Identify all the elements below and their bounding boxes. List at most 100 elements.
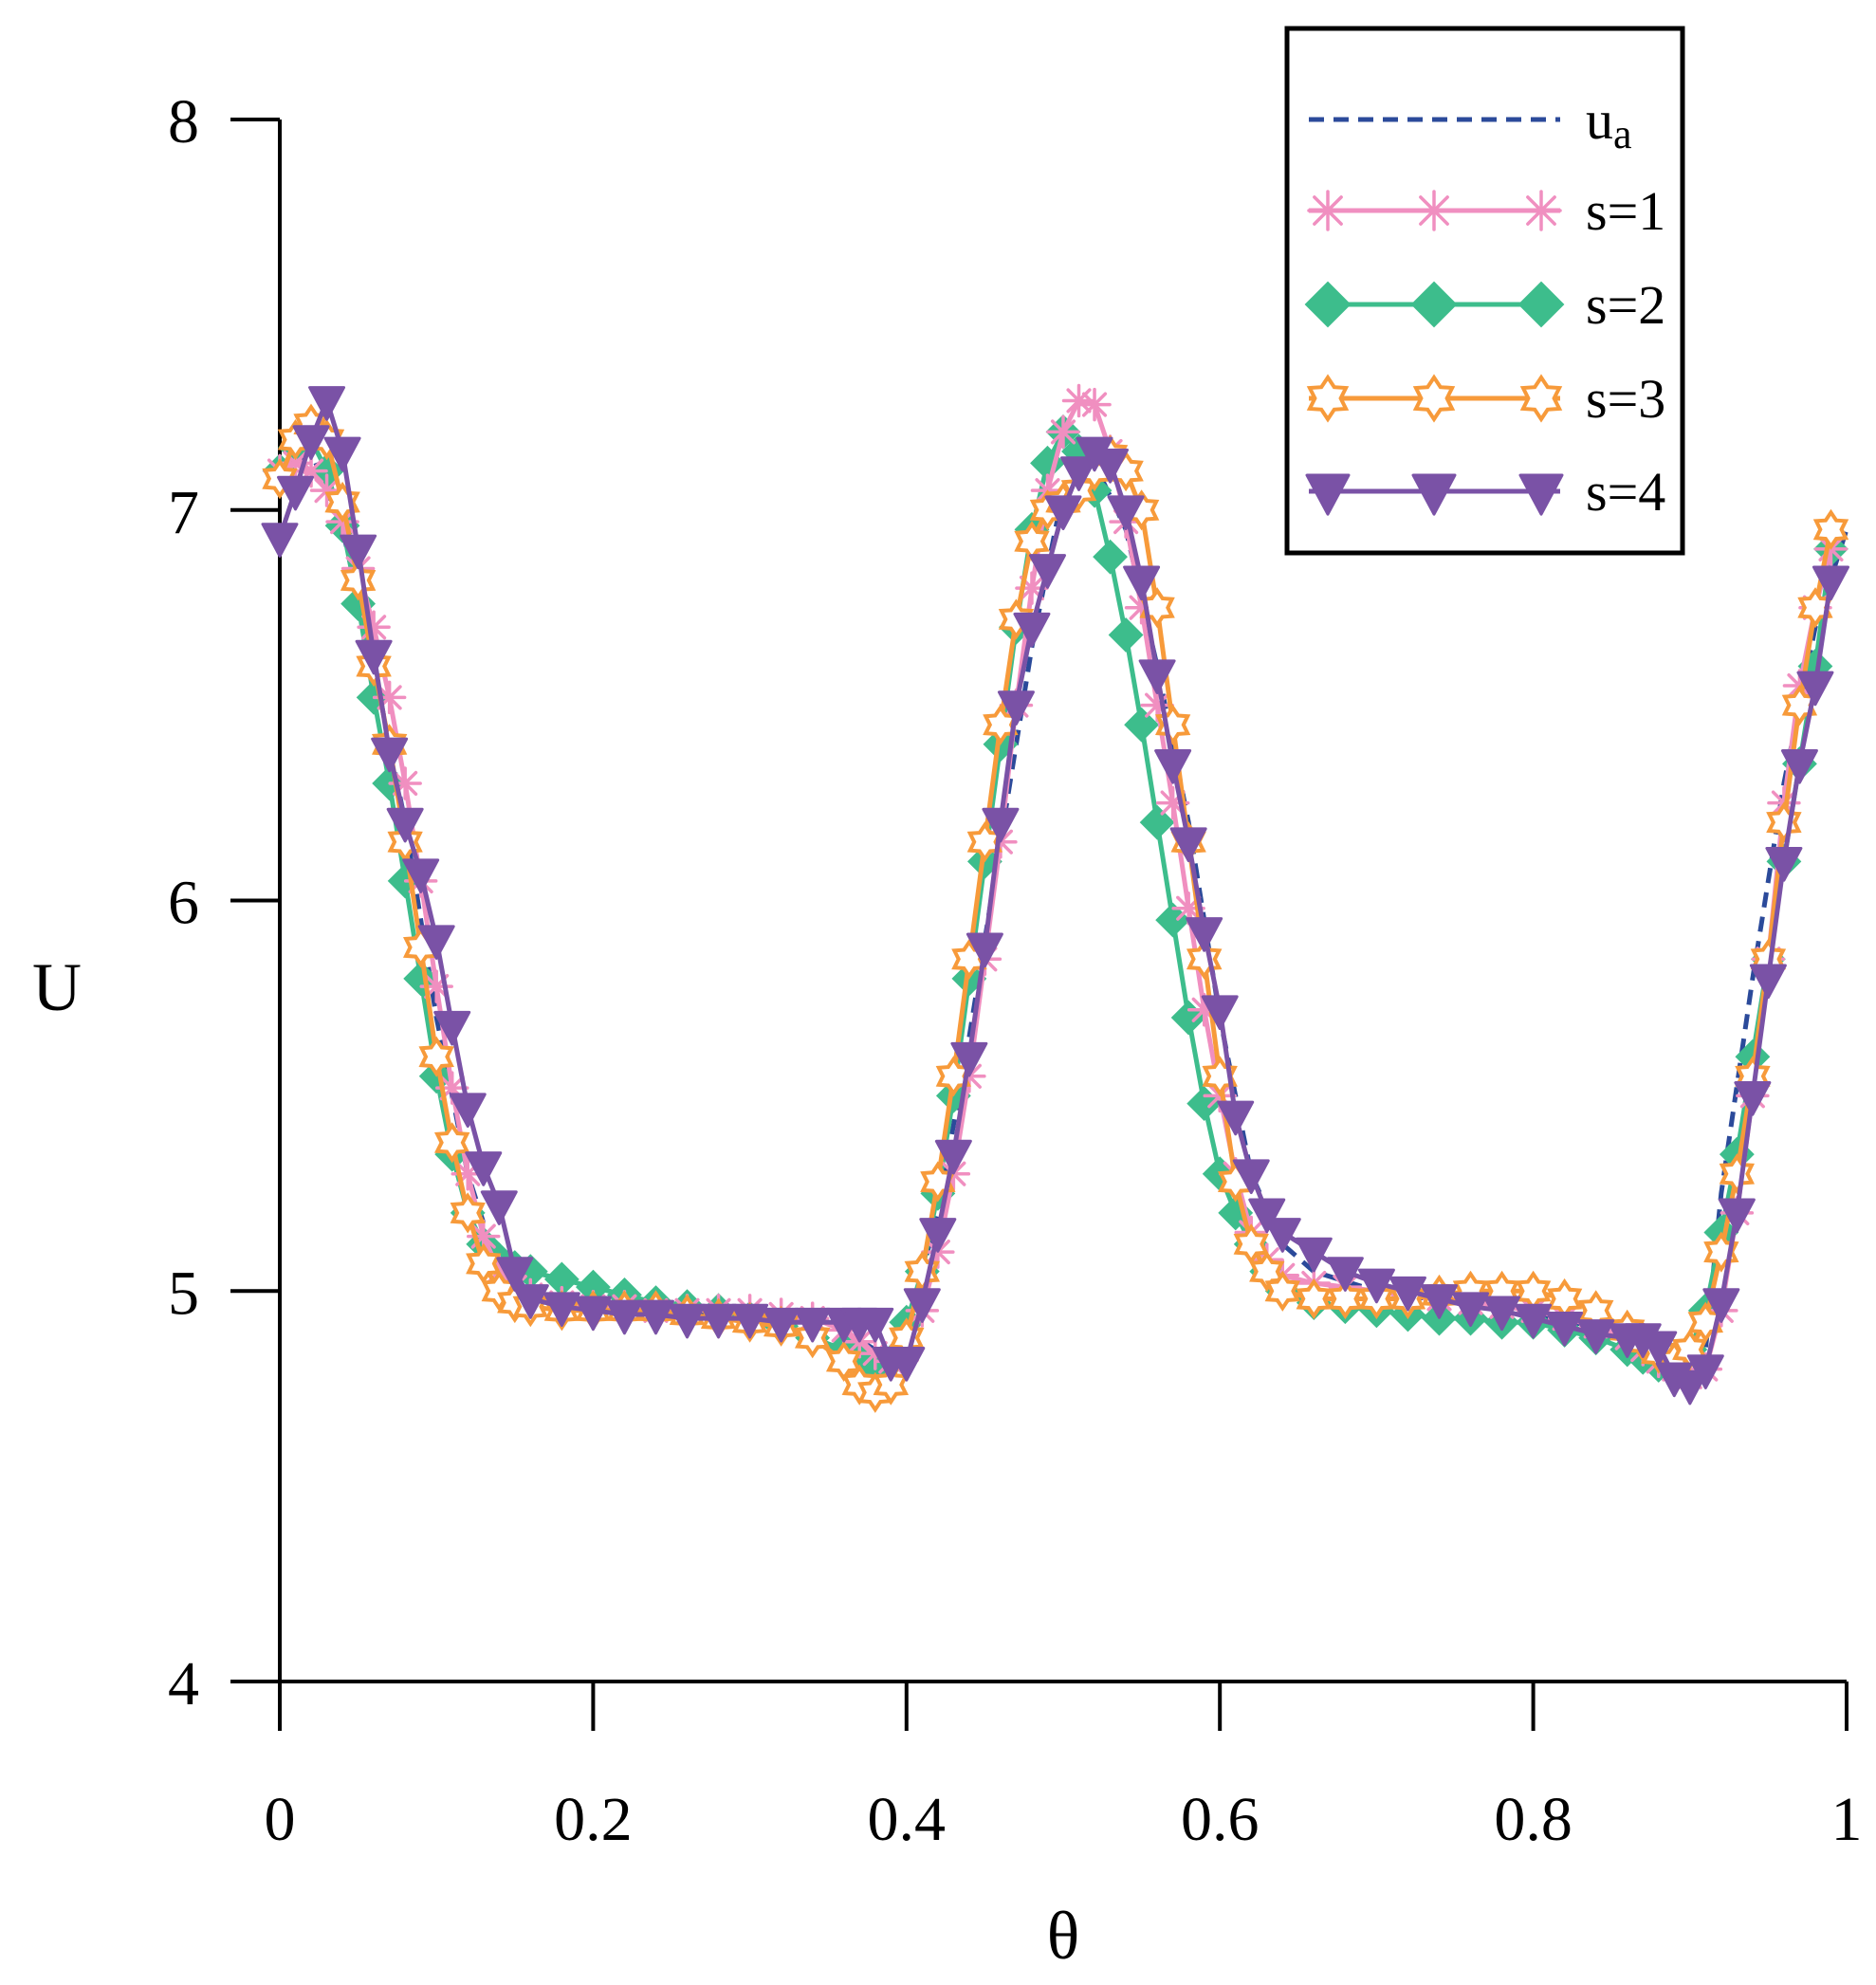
- series-s-4-point: [1452, 1292, 1490, 1328]
- series-s-3-point: [1515, 1270, 1552, 1312]
- series-s-2-point: [1108, 617, 1144, 652]
- series-s-4-point: [480, 1190, 518, 1225]
- legend-marker: [1410, 281, 1458, 328]
- series-s-4-point: [1092, 448, 1130, 484]
- series-s-3-point: [450, 1192, 486, 1234]
- y-tick-label: 8: [168, 87, 199, 156]
- series-s-4-point: [1515, 1303, 1553, 1339]
- series-s-4-point: [903, 1288, 941, 1323]
- legend-item: s=3: [1306, 368, 1665, 430]
- series-s-4-point: [1217, 1100, 1255, 1136]
- y-axis-label: U: [32, 949, 82, 1025]
- series-s-4-point: [511, 1284, 549, 1319]
- series-s-4-point: [340, 534, 377, 570]
- series-s-4-point: [1123, 565, 1161, 601]
- series-s-4-point: [1107, 495, 1145, 531]
- series-s-4-point: [966, 932, 1003, 968]
- series-s-4-point: [1734, 1081, 1772, 1116]
- legend-marker: [1519, 374, 1563, 423]
- legend-item: s=4: [1305, 461, 1665, 523]
- series-s-4-point: [277, 475, 315, 511]
- series-s-3-point: [433, 1122, 470, 1164]
- legend-marker: [1304, 281, 1352, 328]
- series-s-4-point: [1577, 1319, 1615, 1354]
- series-s-4-point: [1186, 917, 1223, 952]
- series-layer: [261, 383, 1849, 1413]
- legend-label: s=3: [1586, 368, 1665, 430]
- series-s-1-point: [1046, 414, 1080, 450]
- series-s-4-point: [1060, 456, 1098, 491]
- x-axis-label: θ: [1047, 1898, 1080, 1974]
- legend-marker: [1306, 374, 1350, 423]
- series-s-2-point: [1124, 707, 1160, 743]
- series-s-4-point: [1640, 1331, 1678, 1367]
- series-s-3-point: [1264, 1270, 1301, 1312]
- series-s-1-point: [1077, 387, 1112, 422]
- series-s-3-point: [1249, 1251, 1285, 1293]
- y-tick-label: 6: [168, 869, 199, 938]
- series-s-4-point: [763, 1307, 800, 1343]
- series-s-4-point: [496, 1257, 534, 1292]
- series-s-3-point: [1812, 508, 1849, 550]
- series-s-3-point: [418, 1036, 454, 1077]
- series-s-4-point: [888, 1347, 926, 1382]
- series-s-4-point: [386, 807, 424, 843]
- series-s-4-point: [1357, 1268, 1395, 1304]
- series-s-4-point: [371, 737, 409, 773]
- series-s-4-point: [1028, 554, 1066, 589]
- series-s-3-point: [1296, 1277, 1333, 1320]
- series-s-4-point: [402, 858, 440, 893]
- series-s-4-point: [1796, 671, 1834, 707]
- legend-item: ua: [1309, 89, 1632, 157]
- legend-label: s=4: [1586, 461, 1665, 523]
- series-s-4-point: [292, 425, 330, 460]
- x-tick-label: 0.6: [1181, 1785, 1260, 1854]
- series-s-4-point: [1044, 495, 1082, 531]
- legend-marker: [1518, 473, 1564, 516]
- legend-label: s=2: [1586, 274, 1665, 336]
- series-s-4-point: [1232, 1159, 1270, 1195]
- y-tick-label: 5: [168, 1259, 199, 1328]
- series-s-4-point: [1013, 612, 1051, 648]
- series-s-4-point: [1389, 1276, 1426, 1312]
- y-tick-label: 4: [168, 1649, 199, 1718]
- series-s-4-point: [1718, 1198, 1756, 1234]
- series-s-4-point: [1483, 1296, 1521, 1332]
- series-s-4-point: [1248, 1198, 1286, 1234]
- series-s-4-point: [465, 1151, 503, 1186]
- series-s-4-point: [605, 1299, 643, 1335]
- legend-marker: [1517, 281, 1565, 328]
- series-s-4-point: [919, 1218, 957, 1253]
- legend-marker: [1413, 190, 1455, 231]
- series-s-4-point: [934, 1139, 972, 1175]
- legend: ua s=1 s=2 s=3 s=4: [1284, 26, 1685, 556]
- series-s-4-point: [543, 1292, 580, 1328]
- series-s-4-point: [982, 807, 1020, 843]
- series-s-4-point: [323, 436, 361, 472]
- series-s-4-point: [1812, 565, 1849, 601]
- series-s-4-point: [1295, 1237, 1333, 1273]
- y-tick-label: 7: [168, 478, 199, 547]
- series-s-4-point: [261, 523, 299, 558]
- series-u-a-line: [278, 449, 1849, 1380]
- series-s-2-point: [1093, 539, 1128, 575]
- legend-label-sub: a: [1613, 111, 1632, 157]
- series-s-4-point: [950, 1041, 988, 1077]
- series-s-4-point: [1749, 964, 1787, 1000]
- x-tick-label: 0.8: [1494, 1785, 1573, 1854]
- series-s-4-point: [1169, 827, 1207, 863]
- series-s-4-point: [1420, 1284, 1458, 1319]
- legend-label: s=1: [1586, 180, 1665, 242]
- legend-marker: [1305, 473, 1351, 516]
- series-s-4-point: [700, 1303, 738, 1339]
- series-s-4-point: [1138, 659, 1176, 694]
- x-tick-label: 0.4: [868, 1785, 947, 1854]
- axes: 4 5 6 7 8 0 0.2 0.4 0.6 0.8 1 θ U: [32, 87, 1863, 1974]
- series-s-4-point: [433, 1010, 471, 1046]
- legend-label-main: u: [1586, 89, 1613, 151]
- x-tick-label: 0.2: [554, 1785, 633, 1854]
- series-s-4-point: [997, 690, 1035, 726]
- series-s-4-point: [1546, 1311, 1584, 1347]
- series-s-4: [261, 386, 1849, 1406]
- series-s-4-point: [308, 386, 346, 421]
